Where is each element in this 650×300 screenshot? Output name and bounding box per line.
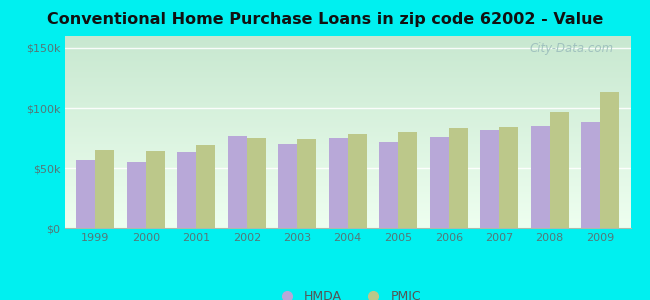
Bar [227,136,247,228]
Bar [550,112,569,228]
Bar [348,134,367,228]
Bar [127,162,146,228]
Text: Conventional Home Purchase Loans in zip code 62002 - Value: Conventional Home Purchase Loans in zip … [47,12,603,27]
Legend: HMDA, PMIC: HMDA, PMIC [269,285,426,300]
Bar [430,137,448,228]
Bar [398,132,417,228]
Bar [530,126,550,228]
Bar [96,150,114,228]
Bar [146,151,165,228]
Text: City-Data.com: City-Data.com [529,42,614,55]
Bar [196,145,215,228]
Bar [328,138,348,228]
Bar [247,138,266,228]
Bar [499,127,519,228]
Bar [480,130,499,228]
Bar [581,122,600,228]
Bar [76,160,96,228]
Bar [379,142,398,228]
Bar [177,152,196,228]
Bar [448,128,468,228]
Bar [278,144,297,228]
Bar [600,92,619,228]
Bar [297,139,317,228]
